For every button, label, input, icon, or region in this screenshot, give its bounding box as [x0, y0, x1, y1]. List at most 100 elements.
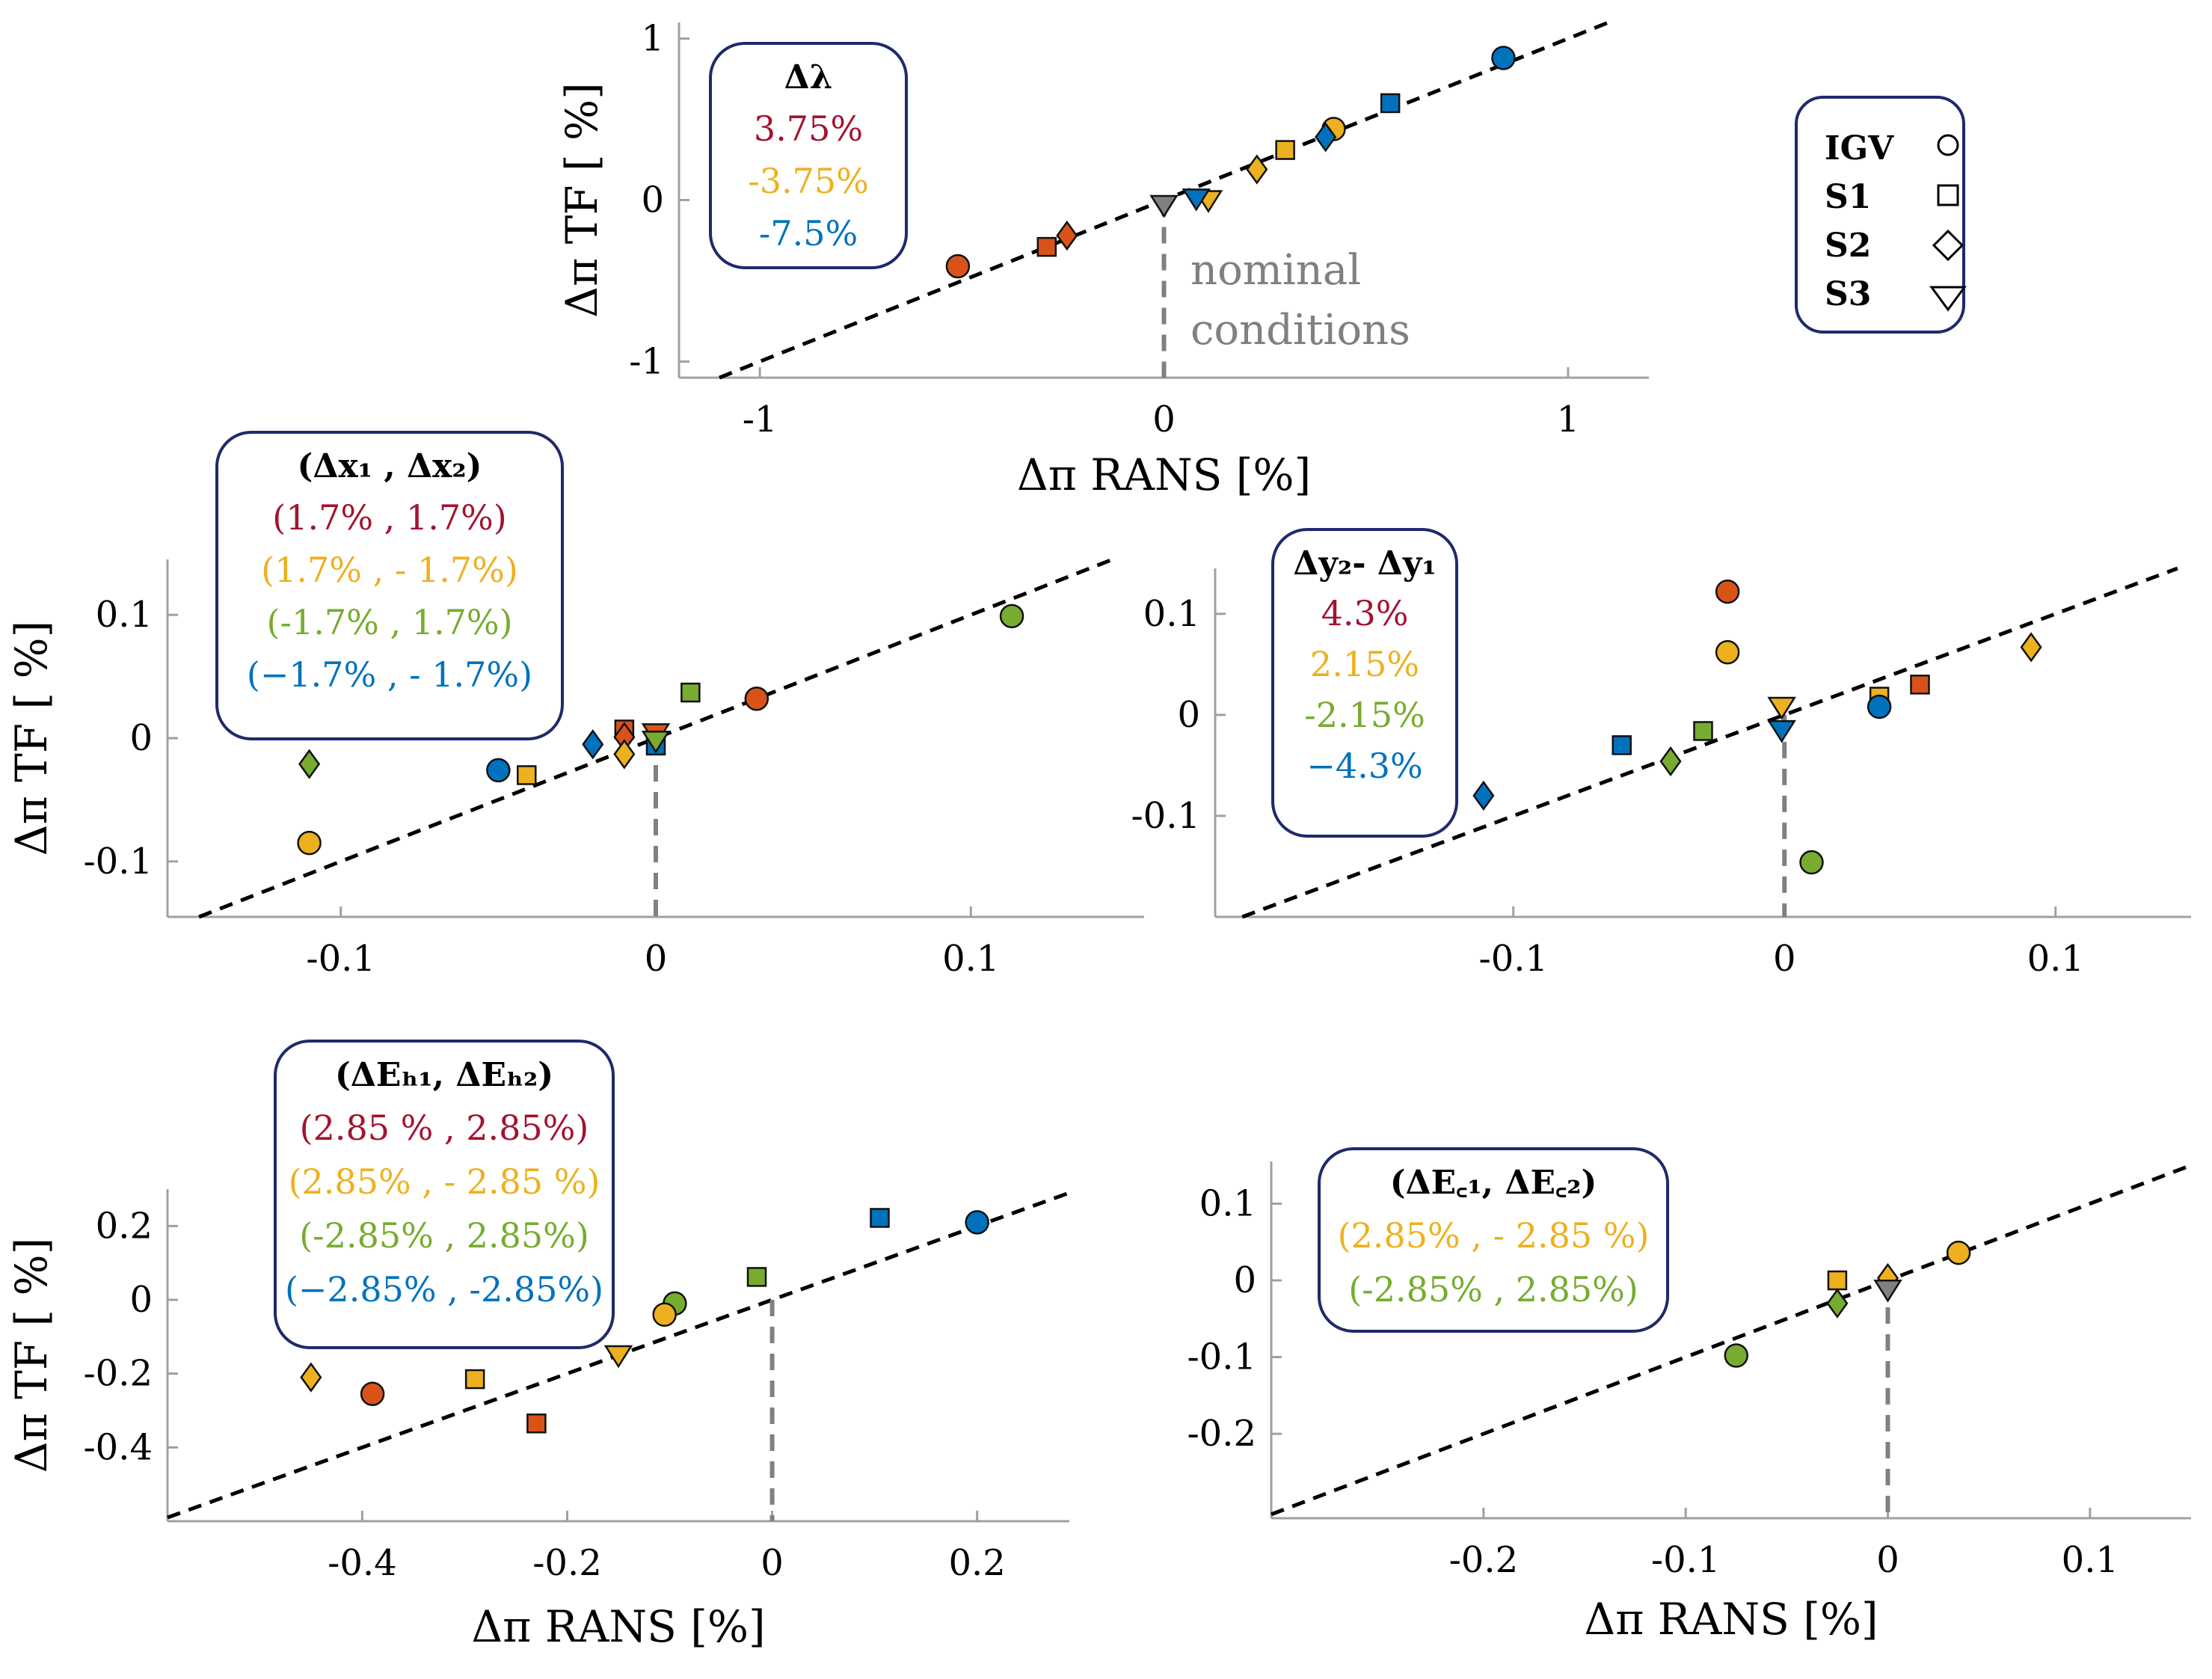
case-legend-box	[709, 42, 908, 269]
y-tick-label: 1	[641, 18, 664, 60]
x-tick-label: -0.4	[328, 1542, 397, 1584]
x-tick-label: 0	[645, 938, 668, 980]
data-point-square	[746, 1267, 767, 1287]
reference-line-y-equals-x	[198, 557, 1113, 919]
y-tick-label: -0.1	[83, 841, 153, 883]
x-tick-label: 0	[1773, 938, 1796, 980]
marker-legend-circle-icon	[1937, 134, 1959, 156]
nominal-label-line2: conditions	[1191, 306, 1410, 354]
case-legend-entry: -3.75%	[748, 161, 869, 201]
data-point-circle	[486, 758, 511, 783]
case-legend-entry: −4.3%	[1306, 746, 1422, 786]
data-point-diamond	[1315, 122, 1337, 153]
case-legend-box	[274, 1040, 615, 1349]
data-point-diamond	[300, 1362, 322, 1393]
data-point-square	[1275, 140, 1295, 160]
y-tick-label: 0.1	[96, 594, 153, 636]
case-legend-entry: (−1.7% , - 1.7%)	[247, 654, 532, 695]
data-point-triangle-down	[1873, 1280, 1902, 1303]
subplot-y: -0.1 0 0.1 -0.1 0 0.1 Δy₂- Δy₁ 4.3% 2.15% -2.15% −…	[1131, 528, 2191, 980]
y-tick-label: -0.2	[83, 1353, 153, 1395]
case-legend-entry: (2.85 % , 2.85%)	[300, 1108, 589, 1148]
data-point-square	[1693, 721, 1713, 741]
case-legend-title: (Δx₁ , Δx₂)	[298, 447, 482, 485]
data-point-triangle-down	[1149, 194, 1179, 218]
marker-legend-label-igv: IGV	[1825, 129, 1894, 168]
data-point-circle	[945, 254, 971, 279]
y-tick-label: -0.4	[83, 1426, 153, 1468]
case-legend: Δλ 3.75% -3.75% -7.5%	[709, 42, 908, 269]
data-point-triangle-down	[603, 1345, 633, 1369]
data-point-square	[526, 1414, 547, 1434]
y-tick-label: 0	[1177, 694, 1200, 736]
y-tick-label: 0.2	[96, 1205, 153, 1247]
case-legend-box	[1318, 1147, 1669, 1333]
case-legend-entry: (-2.85% , 2.85%)	[1348, 1269, 1638, 1310]
case-legend: (ΔE꜀₁, ΔE꜀₂) (2.85% , - 2.85 %) (-2.85% , …	[1318, 1147, 1669, 1333]
case-legend-entry: -2.15%	[1304, 695, 1425, 735]
case-legend-title: (ΔE꜀₁, ΔE꜀₂)	[1390, 1164, 1597, 1202]
data-point-diamond	[1826, 1288, 1849, 1319]
x-axis-label: Δπ RANS [%]	[1017, 449, 1311, 500]
x-tick-label: 0	[1876, 1539, 1899, 1581]
marker-legend-box	[1795, 96, 1965, 334]
case-legend-entry: 3.75%	[754, 108, 863, 149]
y-tick-label: 0.1	[1199, 1182, 1256, 1224]
case-legend: (Δx₁ , Δx₂) (1.7% , 1.7%) (1.7% , - 1.7%) (…	[215, 431, 564, 740]
x-tick-label: -0.1	[1478, 938, 1548, 980]
data-point-triangle-down	[1767, 719, 1796, 743]
y-tick-label: 0	[129, 717, 153, 759]
x-tick-label: 1	[1557, 399, 1580, 441]
y-axis-label: Δπ TF [ %]	[556, 82, 607, 318]
x-tick-label: 0.2	[948, 1542, 1005, 1584]
data-point-triangle-down	[1767, 696, 1796, 720]
nominal-label-line1: nominal	[1191, 246, 1361, 295]
data-point-square	[517, 765, 537, 785]
case-legend-box	[1271, 528, 1458, 838]
y-tick-label: -0.1	[1187, 1336, 1256, 1378]
marker-legend-triangle-down-icon	[1929, 286, 1967, 312]
data-point-circle	[744, 687, 769, 711]
case-legend-entry: -7.5%	[759, 213, 858, 254]
data-point-square	[1910, 675, 1930, 695]
data-point-diamond	[1659, 746, 1682, 777]
data-point-diamond	[582, 729, 604, 760]
case-legend-entry: (1.7% , - 1.7%)	[261, 550, 518, 590]
x-tick-label: 0.1	[2062, 1539, 2119, 1581]
marker-legend-diamond-icon	[1932, 229, 1964, 262]
reference-line-y-equals-x	[1271, 1163, 2192, 1517]
y-tick-label: 0	[641, 179, 664, 221]
case-legend-entry: (2.85% , - 2.85 %)	[289, 1161, 600, 1202]
case-legend-title: Δy₂- Δy₁	[1293, 544, 1437, 583]
x-tick-label: 0	[1152, 399, 1176, 441]
marker-legend-label-s1: S1	[1825, 178, 1871, 216]
case-legend-title: Δλ	[784, 58, 833, 96]
x-tick-label: -0.2	[532, 1542, 602, 1584]
x-tick-label: 0.1	[942, 938, 999, 980]
x-tick-label: -0.1	[306, 938, 375, 980]
subplot-ec: -0.2 -0.1 0 0.1 -0.2 -0.1 0 0.1 Δπ RANS [%] (ΔE꜀₁…	[1187, 1147, 2192, 1645]
y-tick-label: 0	[1233, 1259, 1256, 1301]
case-legend-box	[215, 431, 564, 740]
y-tick-label: 0.1	[1143, 593, 1200, 635]
data-point-triangle-down	[641, 731, 671, 754]
case-legend-entry: 2.15%	[1310, 644, 1419, 684]
data-point-circle	[999, 604, 1024, 629]
marker-legend-square-icon	[1937, 184, 1959, 206]
case-legend-entry: 4.3%	[1321, 593, 1409, 633]
y-tick-label: -0.2	[1187, 1413, 1256, 1455]
x-tick-label: 0	[761, 1542, 784, 1584]
case-legend-entry: (2.85% , - 2.85 %)	[1338, 1215, 1650, 1256]
data-point-circle	[297, 830, 322, 856]
data-point-circle	[652, 1302, 677, 1327]
marker-legend: IGV S1 S2 S3	[1795, 96, 1967, 334]
data-point-circle	[1867, 694, 1892, 719]
data-point-square	[1380, 93, 1401, 114]
case-legend-entry: (-2.85% , 2.85%)	[299, 1215, 589, 1256]
data-point-circle	[1799, 850, 1824, 875]
case-legend: (ΔEₕ₁, ΔEₕ₂) (2.85 % , 2.85%) (2.85% , - 2…	[274, 1040, 615, 1349]
marker-legend-label-s3: S3	[1825, 275, 1871, 313]
data-point-square	[1612, 735, 1632, 755]
data-point-triangle-down	[1182, 188, 1211, 212]
